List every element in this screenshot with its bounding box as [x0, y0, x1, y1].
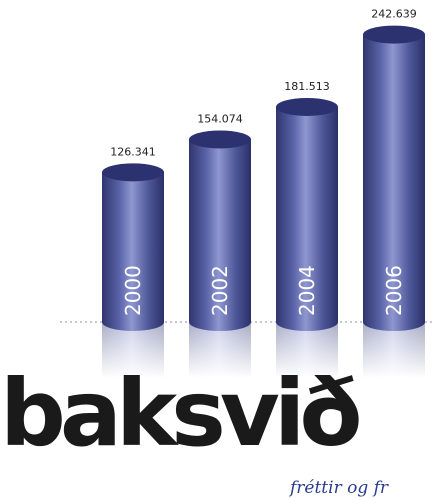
bar-reflection: [362, 322, 426, 378]
bar-2004: [276, 97, 338, 332]
data-label: 154.074: [197, 112, 243, 125]
bar-reflection: [188, 322, 252, 378]
bar-2006: [363, 25, 425, 332]
brand-logo: baksvið: [0, 360, 363, 467]
bar-reflection: [275, 322, 339, 378]
data-label: 242.639: [371, 8, 417, 21]
category-label: 2006: [382, 265, 406, 316]
data-label: 181.513: [284, 80, 330, 93]
data-label: 126.341: [110, 145, 156, 158]
bar-2002: [189, 130, 251, 331]
bar-top-cap: [102, 163, 164, 182]
bar-2000: [102, 163, 164, 331]
bar-chart: 126.341 2000 154.074 2002 181.513 2004 242.639…: [60, 8, 434, 378]
brand-tagline: fréttir og fr: [290, 478, 389, 498]
category-label: 2002: [208, 265, 232, 316]
category-label: 2004: [295, 265, 319, 316]
bar-reflection: [101, 322, 165, 378]
category-label: 2000: [121, 265, 145, 316]
bar-top-cap: [276, 97, 338, 116]
bar-top-cap: [189, 130, 251, 149]
bar-top-cap: [363, 25, 425, 44]
